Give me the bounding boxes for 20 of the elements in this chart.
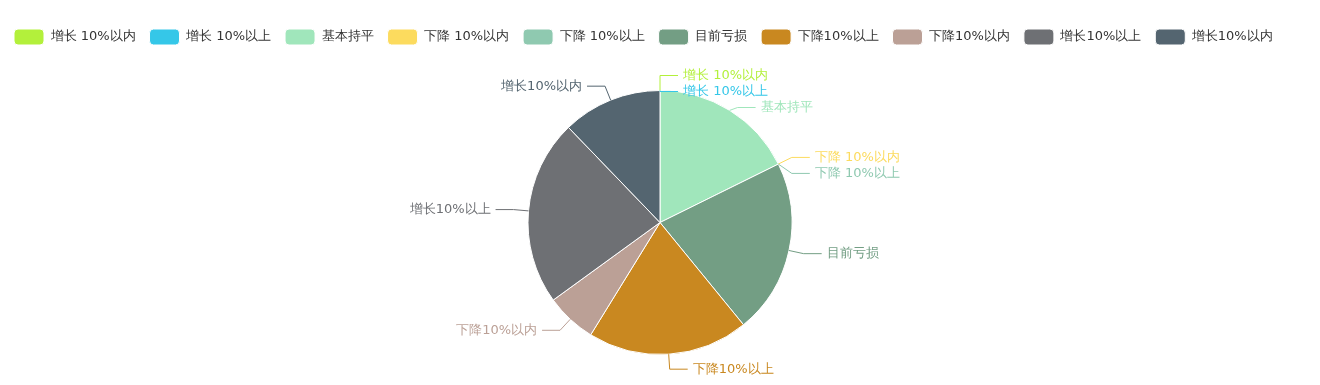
category-label: 下降 10%以内 (814, 148, 900, 164)
legend-label: 增长10%以上 (1059, 28, 1142, 44)
category-label: 增长 10%以上 (683, 82, 769, 98)
category-label: 增长 10%以内 (683, 66, 769, 82)
legend-label: 下降10%以内 (929, 28, 1010, 44)
legend-label: 基本持平 (321, 28, 374, 44)
slice-label: 增长10%以内 (500, 77, 583, 93)
slice-label: 目前亏损 (826, 245, 879, 261)
slice-label: 增长10%以上 (408, 200, 491, 216)
legend-label: 目前亏损 (695, 28, 748, 44)
legend-label: 下降 10%以上 (559, 28, 645, 44)
slice-label: 下降10%以上 (692, 360, 774, 376)
slice-label: 基本持平 (760, 98, 813, 114)
category-label: 下降 10%以上 (814, 164, 900, 180)
legend-label: 增长 10%以上 (185, 28, 272, 44)
legend-label: 下降 10%以内 (424, 28, 510, 44)
legend-label: 增长10%以内 (1190, 28, 1273, 44)
legend-label: 下降10%以上 (797, 28, 879, 44)
legend-label: 增长 10%以内 (49, 28, 136, 44)
slice-label: 下降10%以内 (456, 321, 538, 337)
